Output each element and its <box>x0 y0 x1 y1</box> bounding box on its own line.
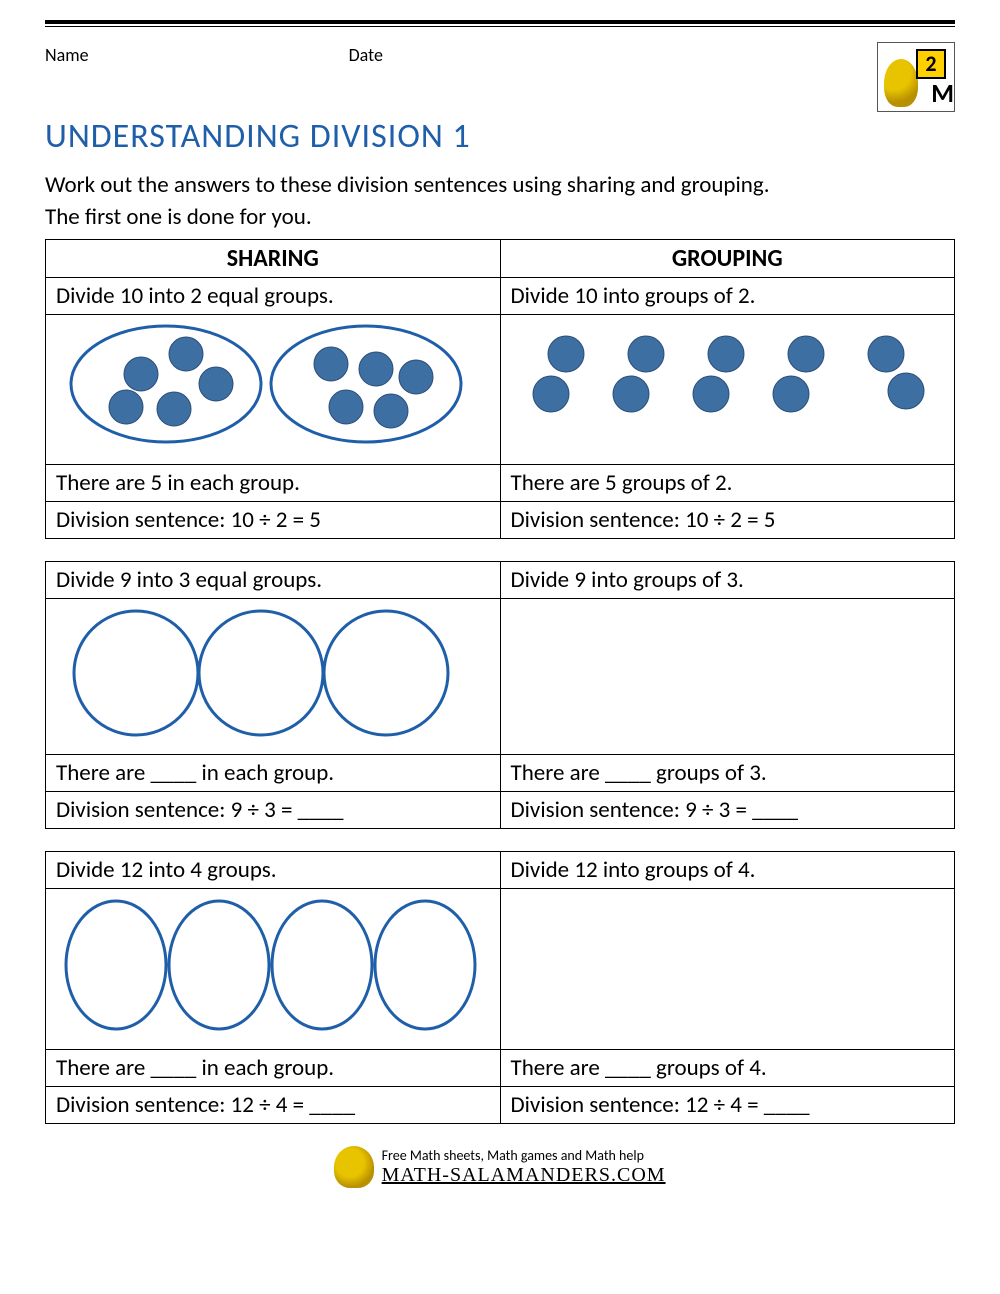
grouping-sentence: Division sentence: 9 ÷ 3 = ____ <box>500 792 955 829</box>
sharing-diagram <box>46 315 501 465</box>
instruction-line-2: The first one is done for you. <box>45 203 955 231</box>
sharing-diagram <box>46 599 501 755</box>
footer-tagline: Free Math sheets, Math games and Math he… <box>382 1147 644 1164</box>
sharing-sentence: Division sentence: 9 ÷ 3 = ____ <box>46 792 501 829</box>
sharing-diagram <box>46 889 501 1050</box>
problem-table-2: Divide 9 into 3 equal groups. Divide 9 i… <box>45 561 955 829</box>
sharing-result: There are ____ in each group. <box>46 755 501 792</box>
sharing-prompt: Divide 9 into 3 equal groups. <box>46 562 501 599</box>
grouping-diagram <box>500 315 955 465</box>
grouping-prompt: Divide 12 into groups of 4. <box>500 852 955 889</box>
grouping-diagram <box>500 889 955 1050</box>
sharing-svg <box>56 319 476 449</box>
grouping-result: There are ____ groups of 3. <box>500 755 955 792</box>
worksheet-page: Name Date 2 M UNDERSTANDING DIVISION 1 W… <box>0 0 1000 1198</box>
grouping-diagram <box>500 599 955 755</box>
col-header-sharing: SHARING <box>46 240 501 278</box>
footer: Free Math sheets, Math games and Math he… <box>45 1146 955 1188</box>
grouping-result: There are ____ groups of 4. <box>500 1050 955 1087</box>
footer-salamander-icon <box>334 1146 374 1188</box>
sharing-svg <box>56 893 486 1038</box>
sharing-result: There are 5 in each group. <box>46 465 501 502</box>
name-label: Name <box>45 44 89 66</box>
grouping-sentence: Division sentence: 12 ÷ 4 = ____ <box>500 1087 955 1124</box>
sharing-prompt: Divide 12 into 4 groups. <box>46 852 501 889</box>
sharing-sentence: Division sentence: 10 ÷ 2 = 5 <box>46 502 501 539</box>
sharing-sentence: Division sentence: 12 ÷ 4 = ____ <box>46 1087 501 1124</box>
salamander-icon <box>884 59 918 107</box>
sharing-prompt: Divide 10 into 2 equal groups. <box>46 278 501 315</box>
sharing-svg <box>56 603 476 743</box>
logo-m-icon: M <box>931 77 950 109</box>
grouping-prompt: Divide 10 into groups of 2. <box>500 278 955 315</box>
grouping-svg <box>511 319 931 429</box>
page-title: UNDERSTANDING DIVISION 1 <box>45 116 955 157</box>
grade-badge: 2 <box>916 49 946 79</box>
grouping-sentence: Division sentence: 10 ÷ 2 = 5 <box>500 502 955 539</box>
footer-url: MATH-SALAMANDERS.COM <box>382 1164 666 1186</box>
name-date-labels: Name Date <box>45 42 383 66</box>
brand-logo: 2 M <box>877 42 955 112</box>
header-row: Name Date 2 M <box>45 42 955 112</box>
sharing-result: There are ____ in each group. <box>46 1050 501 1087</box>
top-rule <box>45 20 955 27</box>
grouping-result: There are 5 groups of 2. <box>500 465 955 502</box>
problem-table-3: Divide 12 into 4 groups. Divide 12 into … <box>45 851 955 1124</box>
col-header-grouping: GROUPING <box>500 240 955 278</box>
instruction-line-1: Work out the answers to these division s… <box>45 171 955 199</box>
grouping-prompt: Divide 9 into groups of 3. <box>500 562 955 599</box>
date-label: Date <box>349 44 383 66</box>
problem-table-1: SHARING GROUPING Divide 10 into 2 equal … <box>45 239 955 539</box>
